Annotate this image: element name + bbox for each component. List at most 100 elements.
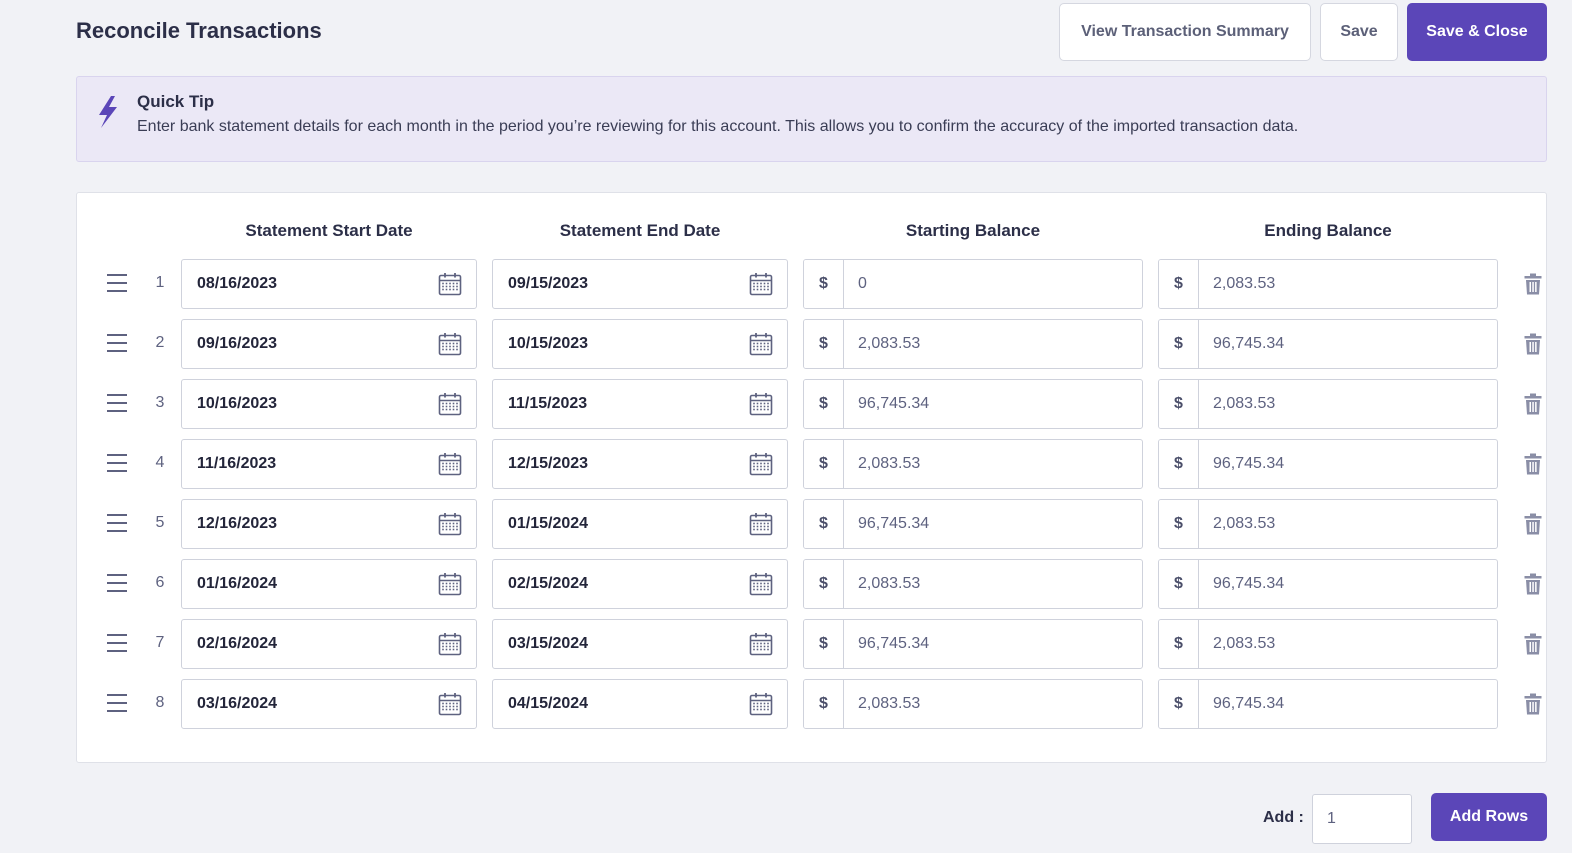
- starting-balance-input[interactable]: $2,083.53: [803, 679, 1143, 729]
- start-date-value: 01/16/2024: [197, 575, 278, 592]
- table-row: 4 11/16/2023 12/15/2023 $2,083.53 $96,745.34: [77, 439, 1546, 489]
- row-number: 1: [155, 274, 165, 291]
- trash-icon[interactable]: [1524, 573, 1542, 595]
- drag-handle-icon[interactable]: [107, 574, 127, 592]
- statement-start-date-input[interactable]: 02/16/2024: [181, 619, 477, 669]
- ending-balance-input[interactable]: $96,745.34: [1158, 319, 1498, 369]
- start-date-value: 12/16/2023: [197, 515, 278, 532]
- start-date-value: 10/16/2023: [197, 395, 278, 412]
- trash-icon[interactable]: [1524, 693, 1542, 715]
- trash-icon[interactable]: [1524, 453, 1542, 475]
- ending-balance-input[interactable]: $2,083.53: [1158, 379, 1498, 429]
- end-date-value: 01/15/2024: [508, 515, 589, 532]
- trash-icon[interactable]: [1524, 513, 1542, 535]
- table-row: 5 12/16/2023 01/15/2024 $96,745.34 $2,083.53: [77, 499, 1546, 549]
- statement-start-date-input[interactable]: 08/16/2023: [181, 259, 477, 309]
- calendar-icon[interactable]: [438, 572, 462, 596]
- starting-balance-input[interactable]: $2,083.53: [803, 439, 1143, 489]
- view-transaction-summary-button[interactable]: View Transaction Summary: [1059, 3, 1311, 61]
- row-number: 5: [155, 514, 165, 531]
- add-rows-button[interactable]: Add Rows: [1431, 793, 1547, 841]
- ending-balance-input[interactable]: $96,745.34: [1158, 679, 1498, 729]
- statement-end-date-input[interactable]: 11/15/2023: [492, 379, 788, 429]
- calendar-icon[interactable]: [438, 692, 462, 716]
- drag-handle-icon[interactable]: [107, 334, 127, 352]
- quick-tip-text: Enter bank statement details for each mo…: [137, 118, 1299, 135]
- ending-balance-value: 2,083.53: [1213, 515, 1276, 532]
- row-number: 3: [155, 394, 165, 411]
- trash-icon[interactable]: [1524, 273, 1542, 295]
- calendar-icon[interactable]: [749, 632, 773, 656]
- calendar-icon[interactable]: [438, 392, 462, 416]
- calendar-icon[interactable]: [749, 512, 773, 536]
- calendar-icon[interactable]: [438, 512, 462, 536]
- currency-symbol: $: [1159, 500, 1199, 548]
- calendar-icon[interactable]: [749, 392, 773, 416]
- starting-balance-input[interactable]: $2,083.53: [803, 319, 1143, 369]
- statement-start-date-input[interactable]: 09/16/2023: [181, 319, 477, 369]
- row-number: 7: [155, 634, 165, 651]
- starting-balance-input[interactable]: $0: [803, 259, 1143, 309]
- starting-balance-value: 2,083.53: [858, 455, 921, 472]
- table-row: 7 02/16/2024 03/15/2024 $96,745.34 $2,083.53: [77, 619, 1546, 669]
- ending-balance-value: 96,745.34: [1213, 455, 1285, 472]
- starting-balance-input[interactable]: $2,083.53: [803, 559, 1143, 609]
- currency-symbol: $: [804, 620, 844, 668]
- column-header-starting-balance: Starting Balance: [905, 221, 1041, 240]
- statement-start-date-input[interactable]: 01/16/2024: [181, 559, 477, 609]
- statement-end-date-input[interactable]: 09/15/2023: [492, 259, 788, 309]
- calendar-icon[interactable]: [749, 332, 773, 356]
- starting-balance-input[interactable]: $96,745.34: [803, 499, 1143, 549]
- statement-end-date-input[interactable]: 04/15/2024: [492, 679, 788, 729]
- drag-handle-icon[interactable]: [107, 634, 127, 652]
- ending-balance-value: 2,083.53: [1213, 395, 1276, 412]
- statement-end-date-input[interactable]: 10/15/2023: [492, 319, 788, 369]
- ending-balance-input[interactable]: $2,083.53: [1158, 499, 1498, 549]
- start-date-value: 09/16/2023: [197, 335, 278, 352]
- drag-handle-icon[interactable]: [107, 394, 127, 412]
- starting-balance-input[interactable]: $96,745.34: [803, 619, 1143, 669]
- starting-balance-value: 96,745.34: [858, 395, 930, 412]
- table-row: 3 10/16/2023 11/15/2023 $96,745.34 $2,083.53: [77, 379, 1546, 429]
- trash-icon[interactable]: [1524, 393, 1542, 415]
- trash-icon[interactable]: [1524, 333, 1542, 355]
- statement-end-date-input[interactable]: 01/15/2024: [492, 499, 788, 549]
- currency-symbol: $: [804, 320, 844, 368]
- add-rows-count-input[interactable]: 1: [1312, 794, 1412, 844]
- statement-end-date-input[interactable]: 12/15/2023: [492, 439, 788, 489]
- calendar-icon[interactable]: [438, 332, 462, 356]
- ending-balance-input[interactable]: $96,745.34: [1158, 439, 1498, 489]
- trash-icon[interactable]: [1524, 633, 1542, 655]
- currency-symbol: $: [1159, 680, 1199, 728]
- statement-end-date-input[interactable]: 03/15/2024: [492, 619, 788, 669]
- calendar-icon[interactable]: [438, 272, 462, 296]
- calendar-icon[interactable]: [749, 272, 773, 296]
- currency-symbol: $: [1159, 620, 1199, 668]
- statement-start-date-input[interactable]: 12/16/2023: [181, 499, 477, 549]
- starting-balance-input[interactable]: $96,745.34: [803, 379, 1143, 429]
- drag-handle-icon[interactable]: [107, 694, 127, 712]
- calendar-icon[interactable]: [749, 572, 773, 596]
- calendar-icon[interactable]: [438, 632, 462, 656]
- calendar-icon[interactable]: [438, 452, 462, 476]
- currency-symbol: $: [804, 260, 844, 308]
- ending-balance-input[interactable]: $2,083.53: [1158, 619, 1498, 669]
- ending-balance-input[interactable]: $96,745.34: [1158, 559, 1498, 609]
- statement-start-date-input[interactable]: 10/16/2023: [181, 379, 477, 429]
- drag-handle-icon[interactable]: [107, 454, 127, 472]
- drag-handle-icon[interactable]: [107, 274, 127, 292]
- column-header-end-date: Statement End Date: [559, 221, 721, 240]
- ending-balance-input[interactable]: $2,083.53: [1158, 259, 1498, 309]
- drag-handle-icon[interactable]: [107, 514, 127, 532]
- row-number: 8: [155, 694, 165, 711]
- statement-start-date-input[interactable]: 11/16/2023: [181, 439, 477, 489]
- statement-end-date-input[interactable]: 02/15/2024: [492, 559, 788, 609]
- statement-start-date-input[interactable]: 03/16/2024: [181, 679, 477, 729]
- starting-balance-value: 96,745.34: [858, 515, 930, 532]
- save-and-close-button[interactable]: Save & Close: [1407, 3, 1547, 61]
- save-button[interactable]: Save: [1320, 3, 1398, 61]
- start-date-value: 08/16/2023: [197, 275, 278, 292]
- calendar-icon[interactable]: [749, 692, 773, 716]
- calendar-icon[interactable]: [749, 452, 773, 476]
- row-number: 4: [155, 454, 165, 471]
